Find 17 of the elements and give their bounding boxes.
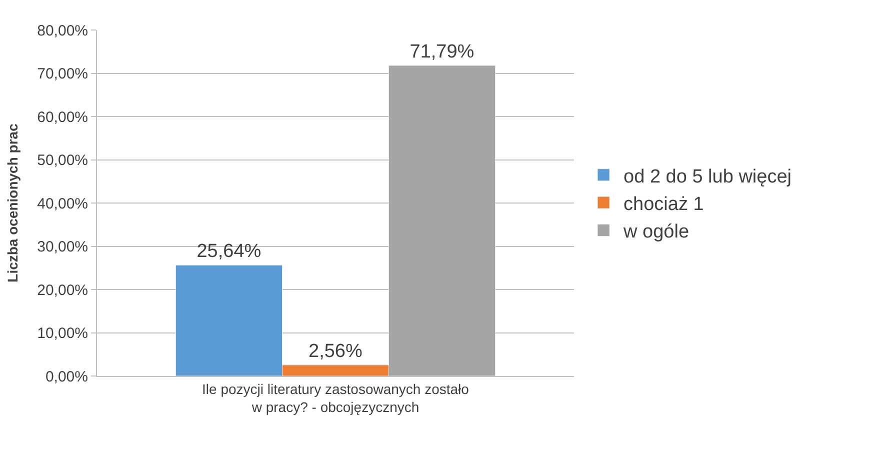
y-tick-label: 30,00%: [37, 238, 88, 256]
legend-label: chociaż 1: [624, 194, 704, 215]
y-tick-label: 60,00%: [37, 108, 88, 126]
y-tick-label: 10,00%: [37, 325, 88, 342]
data-label: 2,56%: [308, 340, 362, 362]
y-axis-title: Liczba ocenionych prac: [4, 123, 21, 282]
y-tick-label: 70,00%: [37, 66, 88, 82]
legend-label: w ogóle: [622, 222, 690, 243]
y-tick-label: 80,00%: [37, 22, 88, 40]
data-label: 25,64%: [196, 241, 262, 262]
data-label: 71,79%: [410, 42, 474, 63]
x-tick-label: Ile pozycji literatury zastosowanych zostało w pracy? - obcojęzycznych: [202, 380, 470, 415]
y-tick-label: 40,00%: [37, 195, 88, 212]
legend-label: od 2 do 5 lub więcej: [624, 166, 792, 188]
y-tick-label: 50,00%: [37, 152, 88, 169]
y-tick-label: 20,00%: [37, 282, 88, 299]
y-tick-label: 0,00%: [45, 368, 88, 386]
